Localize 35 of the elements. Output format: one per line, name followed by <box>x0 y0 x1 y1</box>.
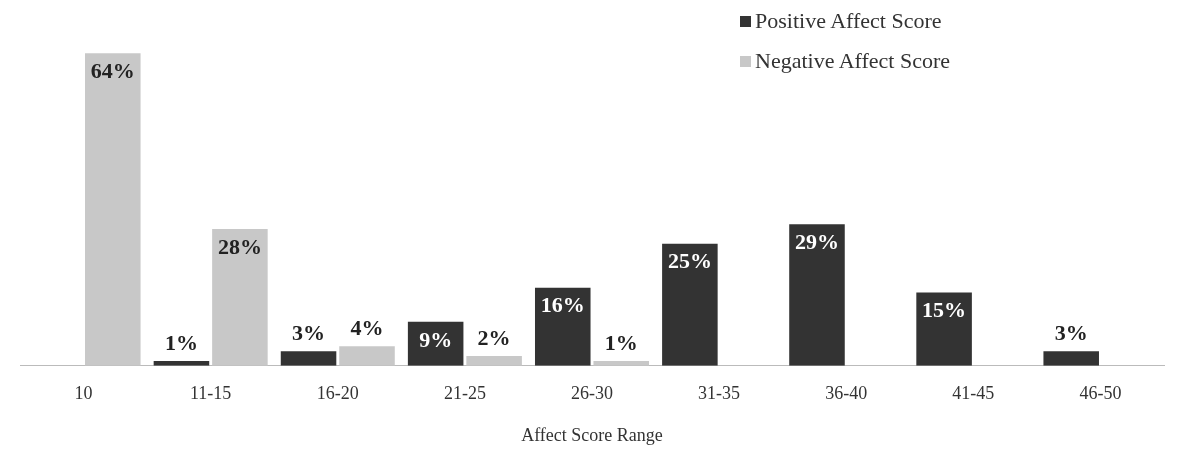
data-label: 2% <box>477 324 511 350</box>
x-tick-label: 10 <box>74 383 93 404</box>
x-tick-label: 31-35 <box>698 383 741 404</box>
data-label: 28% <box>217 233 262 259</box>
x-tick-label: 46-50 <box>1079 383 1122 404</box>
legend-label: Positive Affect Score <box>755 8 942 34</box>
x-tick-label: 16-20 <box>316 383 359 404</box>
bar <box>466 356 522 366</box>
data-label: 3% <box>1054 319 1088 345</box>
x-tick-label: 21-25 <box>443 383 486 404</box>
bar <box>789 224 845 366</box>
bar <box>85 53 141 366</box>
bar <box>534 287 591 366</box>
data-label: 15% <box>922 297 967 323</box>
x-tick-label: 11-15 <box>190 383 232 404</box>
x-tick-label: 36-40 <box>825 383 868 404</box>
data-label: 64% <box>90 57 135 83</box>
data-label: 1% <box>604 329 638 355</box>
bar <box>662 243 718 366</box>
bar <box>339 346 395 366</box>
data-label: 9% <box>419 326 453 352</box>
data-label: 29% <box>794 228 839 254</box>
data-label: 3% <box>292 319 326 345</box>
bar <box>1043 351 1099 366</box>
bar <box>280 351 337 366</box>
bar <box>916 292 972 366</box>
x-tick-label: 26-30 <box>571 383 613 404</box>
data-label: 25% <box>667 248 712 274</box>
x-axis-title: Affect Score Range <box>521 424 663 445</box>
legend-label: Negative Affect Score <box>755 48 951 74</box>
data-label: 1% <box>164 329 198 355</box>
data-label: 16% <box>540 292 585 318</box>
data-label: 4% <box>350 314 384 340</box>
x-tick-label: 41-45 <box>952 383 995 404</box>
bar <box>212 229 268 366</box>
